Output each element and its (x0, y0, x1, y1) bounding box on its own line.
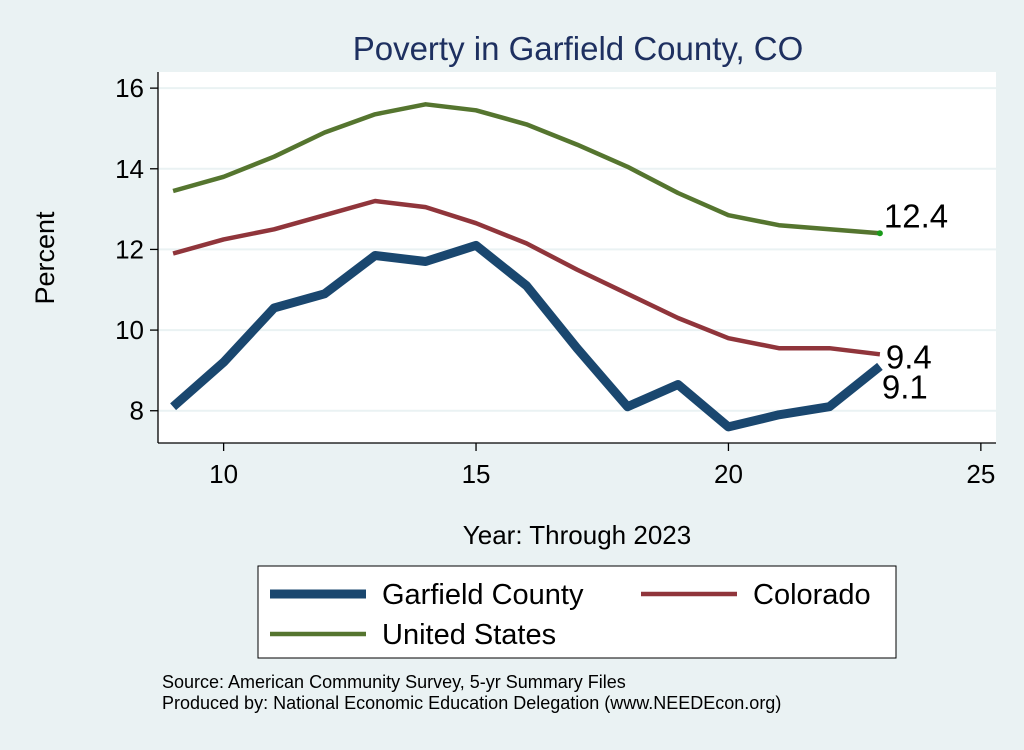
chart-title: Poverty in Garfield County, CO (353, 30, 804, 67)
series-lines (170, 102, 883, 432)
end-label-garfield-county: 9.1 (882, 368, 928, 405)
y-axis-title: Percent (30, 211, 60, 305)
legend-label-colorado: Colorado (753, 579, 871, 611)
source-note: Source: American Community Survey, 5-yr … (162, 672, 626, 692)
x-tick-label: 10 (209, 459, 238, 489)
series-line-garfield-county (170, 240, 883, 432)
y-tick-label: 12 (115, 234, 144, 264)
y-tick-label: 16 (115, 73, 144, 103)
grid-lines (158, 87, 996, 412)
x-tick-label: 25 (966, 459, 995, 489)
axes: 8 10 12 14 16 10 15 20 25 (115, 72, 996, 489)
y-tick-label: 14 (115, 154, 144, 184)
x-tick-label: 15 (462, 459, 491, 489)
end-point-marker (876, 230, 883, 237)
legend-box (257, 565, 897, 659)
end-label-united-states: 12.4 (884, 197, 948, 234)
producer-note: Produced by: National Economic Education… (162, 693, 781, 713)
x-axis-title: Year: Through 2023 (463, 520, 691, 550)
legend-label-united-states: United States (382, 619, 556, 651)
series-line-colorado (172, 198, 881, 357)
end-labels: 9.19.4 12.4 (876, 197, 948, 405)
legend: Garfield County Colorado United States (257, 565, 897, 659)
legend-label-garfield-county: Garfield County (382, 579, 584, 611)
plot-area (158, 72, 996, 443)
end-label-colorado: 9.4 (886, 338, 932, 375)
y-tick-label: 10 (115, 315, 144, 345)
x-tick-label: 20 (714, 459, 743, 489)
series-line-united-states (172, 102, 881, 236)
legend-items: Garfield County Colorado United States (270, 579, 871, 651)
y-tick-label: 8 (130, 396, 144, 426)
